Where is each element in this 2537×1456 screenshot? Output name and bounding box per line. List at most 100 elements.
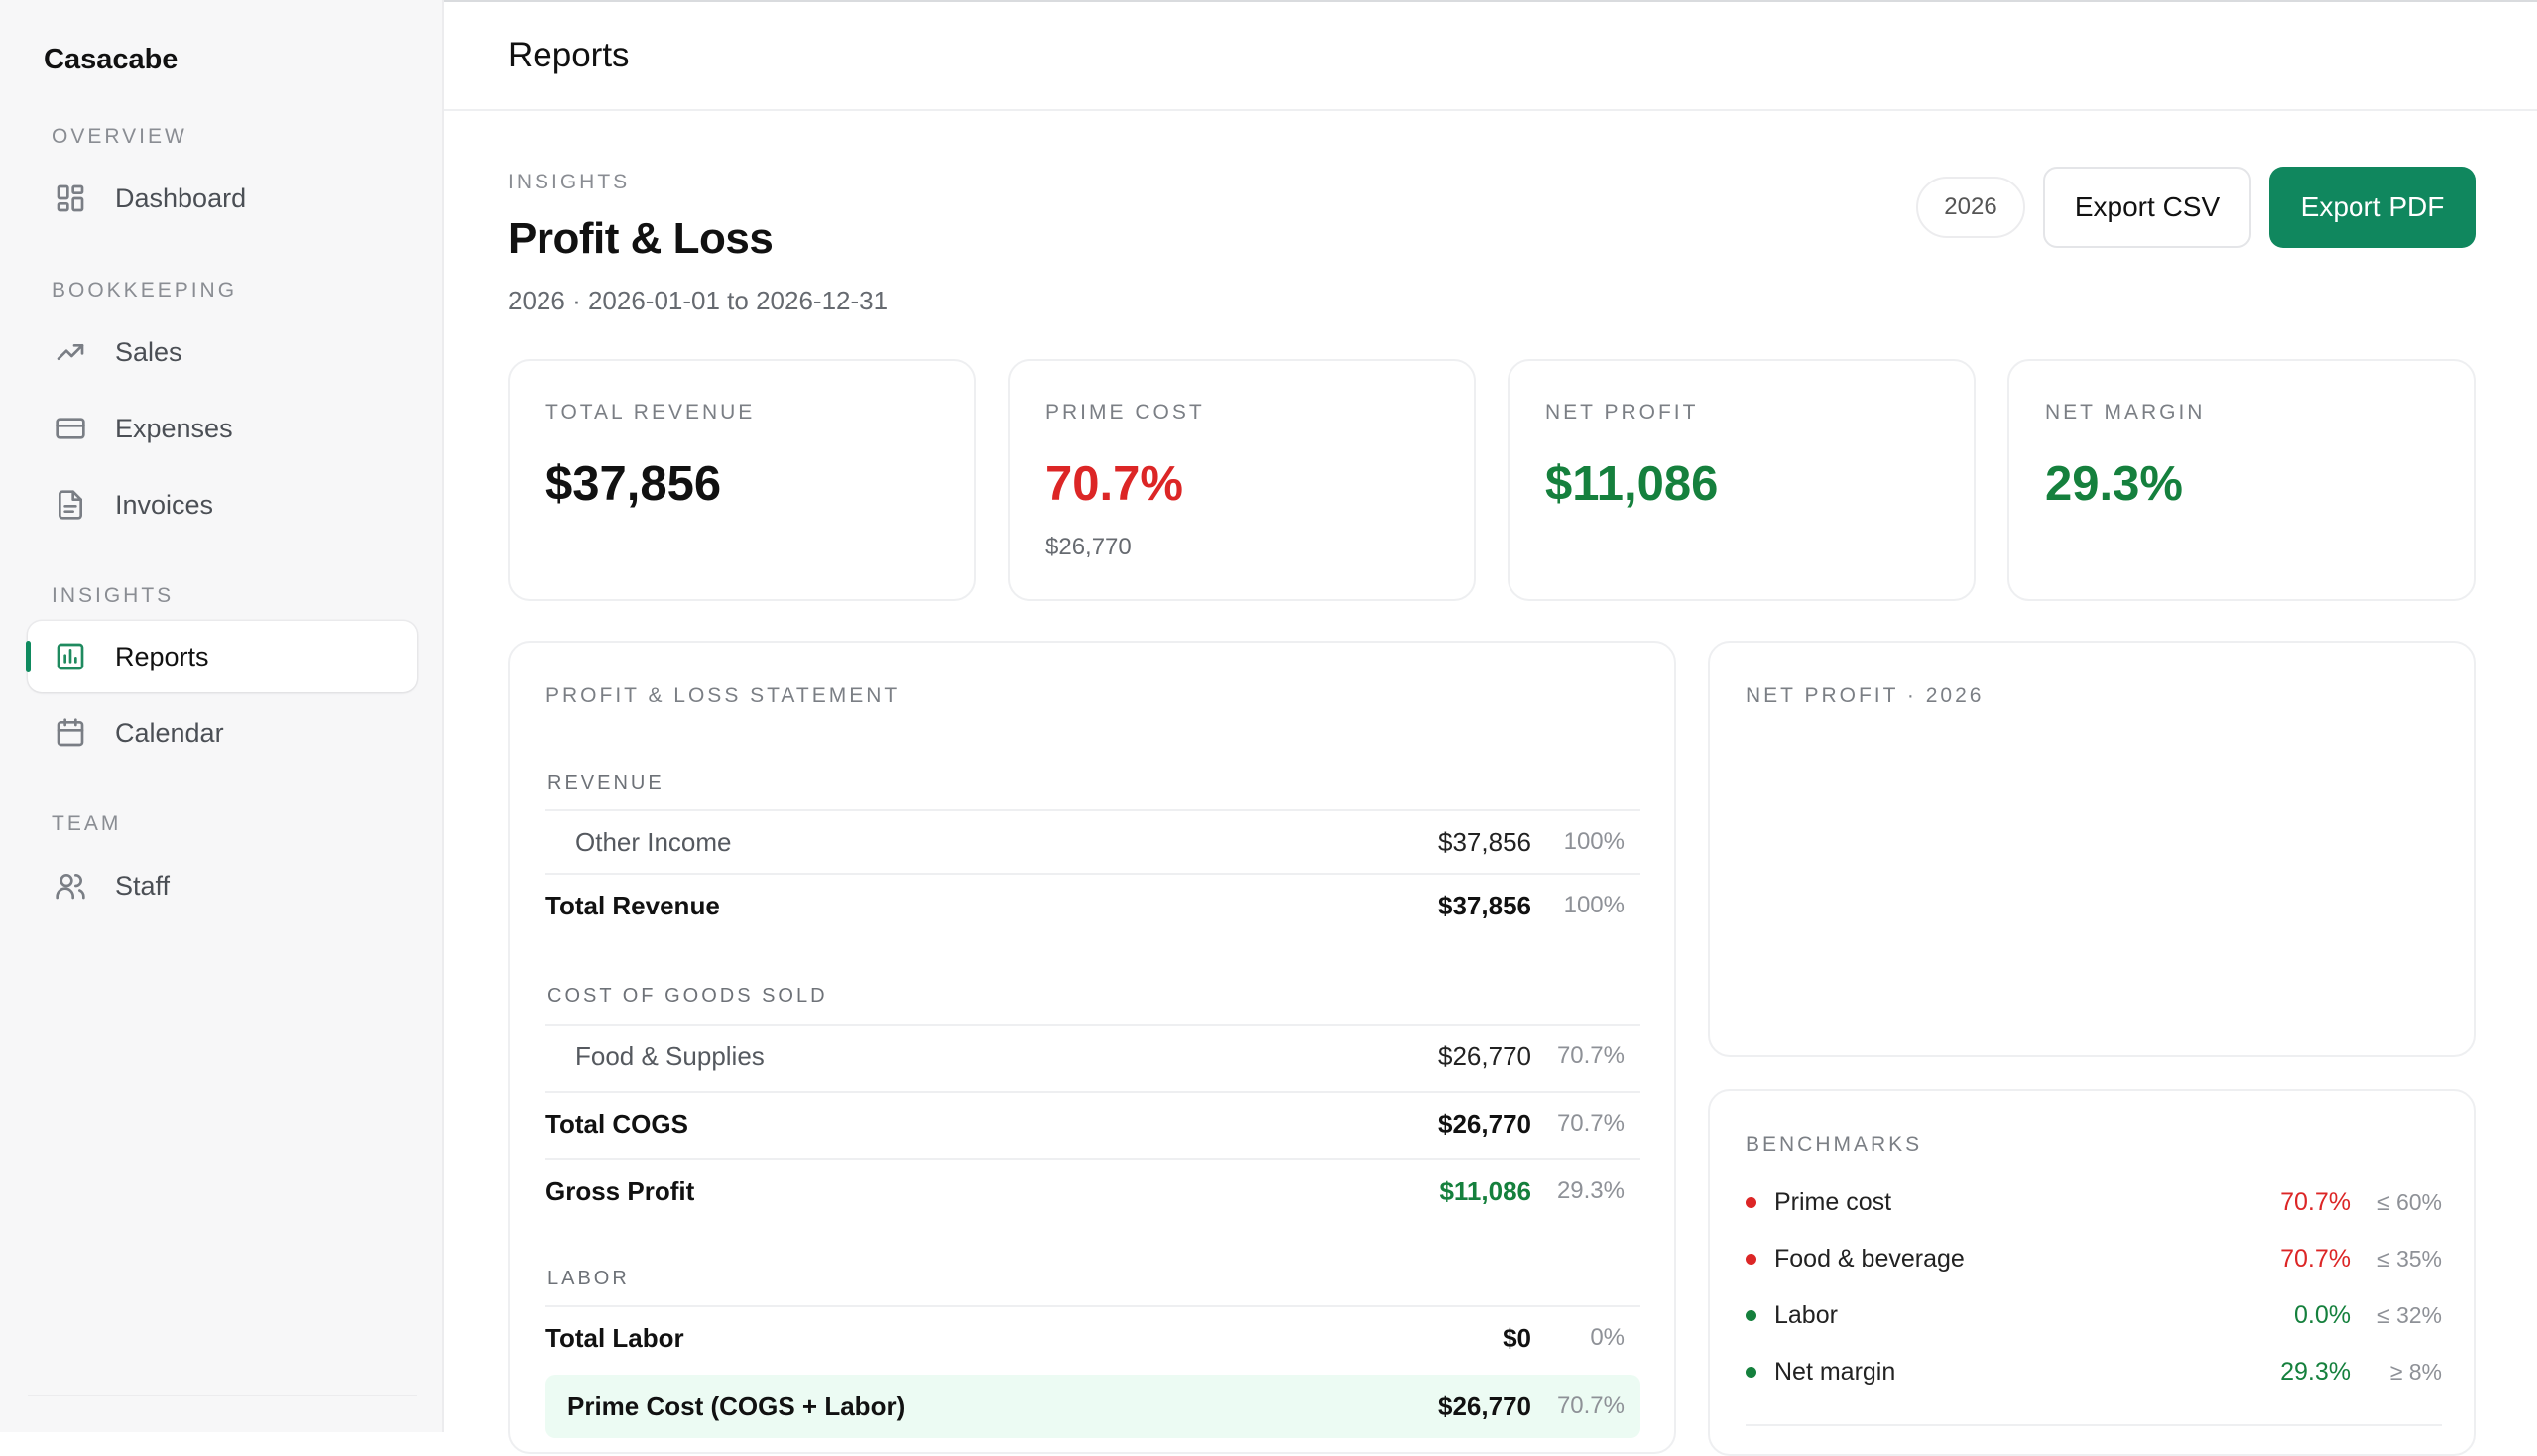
benchmark-name: Prime cost	[1774, 1187, 1892, 1216]
card-title: NET PROFIT · 2026	[1746, 684, 1985, 707]
kpi-card-net-profit: NET PROFIT $11,086	[1508, 359, 1976, 601]
section-label-team: TEAM	[52, 812, 122, 835]
card-title: BENCHMARKS	[1746, 1133, 1923, 1155]
row-label: Food & Supplies	[575, 1040, 765, 1071]
kpi-value: $37,856	[545, 457, 722, 511]
table-row: Total Revenue $37,856 100%	[545, 873, 1640, 936]
benchmark-name: Net margin	[1774, 1357, 1896, 1386]
benchmark-row: Food & beverage 70.7% ≤ 35%	[1746, 1239, 2442, 1278]
row-amount: $11,086	[1439, 1175, 1531, 1206]
kpi-subvalue: $26,770	[1045, 534, 1132, 560]
sidebar-divider	[28, 1395, 417, 1396]
kpi-label: PRIME COST	[1045, 401, 1205, 424]
top-header: Reports	[444, 0, 2537, 111]
row-label: Total COGS	[545, 1108, 688, 1139]
sidebar-item-label: Dashboard	[115, 182, 247, 213]
row-amount: $37,856	[1438, 826, 1531, 857]
table-row: Food & Supplies $26,770 70.7%	[545, 1024, 1640, 1087]
trending-icon	[54, 335, 87, 369]
sidebar-item-dashboard[interactable]: Dashboard	[28, 163, 417, 234]
row-percent: 70.7%	[1556, 1110, 1625, 1137]
sidebar-item-staff[interactable]: Staff	[28, 850, 417, 921]
table-row: Total Labor $0 0%	[545, 1305, 1640, 1369]
sidebar-item-reports[interactable]: Reports	[26, 621, 417, 692]
benchmark-row: Labor 0.0% ≤ 32%	[1746, 1295, 2442, 1335]
group-label-revenue: REVENUE	[547, 772, 664, 793]
row-amount: $37,856	[1438, 890, 1531, 920]
benchmark-name: Food & beverage	[1774, 1244, 1965, 1273]
document-icon	[54, 488, 87, 522]
sidebar-item-expenses[interactable]: Expenses	[28, 393, 417, 464]
page-eyebrow: INSIGHTS	[508, 171, 631, 193]
row-percent: 70.7%	[1556, 1393, 1625, 1419]
header-title: Reports	[508, 36, 630, 74]
section-label-overview: OVERVIEW	[52, 125, 187, 148]
page-subtitle: 2026 · 2026-01-01 to 2026-12-31	[508, 286, 889, 315]
window-top-border	[0, 0, 2537, 2]
benchmarks-card: BENCHMARKS Prime cost 70.7% ≤ 60% Food &…	[1708, 1089, 2476, 1456]
benchmark-target: ≤ 32%	[2376, 1301, 2442, 1328]
bar-chart-icon	[54, 640, 87, 673]
brand-name[interactable]: Casacabe	[44, 44, 179, 75]
sidebar-item-label: Sales	[115, 336, 182, 367]
kpi-value: 29.3%	[2045, 457, 2183, 511]
kpi-value: 70.7%	[1045, 457, 1183, 511]
row-label: Total Labor	[545, 1322, 684, 1353]
row-percent: 100%	[1563, 828, 1625, 855]
kpi-card-net-margin: NET MARGIN 29.3%	[2007, 359, 2476, 601]
divider	[1746, 1424, 2442, 1426]
table-row: Other Income $37,856 100%	[545, 809, 1640, 873]
benchmark-target: ≥ 8%	[2389, 1358, 2442, 1385]
row-amount: $0	[1503, 1322, 1531, 1353]
status-dot-icon	[1746, 1309, 1756, 1321]
kpi-card-prime-cost: PRIME COST 70.7% $26,770	[1008, 359, 1476, 601]
sidebar-item-label: Staff	[115, 870, 171, 901]
users-icon	[54, 869, 87, 903]
year-selector[interactable]: 2026	[1916, 177, 2025, 238]
group-label-labor: LABOR	[547, 1268, 630, 1289]
row-label: Gross Profit	[545, 1175, 695, 1206]
row-label: Other Income	[575, 826, 732, 857]
row-amount: $26,770	[1438, 1108, 1531, 1139]
benchmark-row: Prime cost 70.7% ≤ 60%	[1746, 1182, 2442, 1222]
kpi-label: NET MARGIN	[2045, 401, 2206, 424]
net-profit-chart-card: NET PROFIT · 2026	[1708, 641, 2476, 1057]
export-csv-button[interactable]: Export CSV	[2043, 167, 2251, 248]
benchmark-name: Labor	[1774, 1300, 1838, 1329]
row-label: Prime Cost (COGS + Labor)	[567, 1391, 906, 1421]
row-percent: 0%	[1590, 1324, 1625, 1351]
sidebar-item-label: Reports	[115, 641, 209, 671]
sidebar-item-label: Invoices	[115, 489, 214, 520]
kpi-label: NET PROFIT	[1545, 401, 1699, 424]
sidebar-item-invoices[interactable]: Invoices	[28, 469, 417, 541]
sidebar-item-label: Calendar	[115, 717, 224, 748]
benchmark-target: ≤ 35%	[2376, 1245, 2442, 1272]
row-percent: 100%	[1563, 892, 1625, 918]
grid-icon	[54, 182, 87, 215]
kpi-label: TOTAL REVENUE	[545, 401, 756, 424]
sidebar-item-sales[interactable]: Sales	[28, 316, 417, 388]
table-row: Total COGS $26,770 70.7%	[545, 1091, 1640, 1154]
card-title: PROFIT & LOSS STATEMENT	[545, 684, 901, 707]
benchmark-target: ≤ 60%	[2376, 1188, 2442, 1215]
export-pdf-button[interactable]: Export PDF	[2269, 167, 2476, 248]
calendar-icon	[54, 716, 87, 750]
row-amount: $26,770	[1438, 1391, 1531, 1421]
benchmark-value: 0.0%	[2294, 1300, 2351, 1329]
benchmark-value: 29.3%	[2280, 1357, 2351, 1386]
sidebar-item-label: Expenses	[115, 413, 233, 443]
status-dot-icon	[1746, 1196, 1756, 1208]
row-label: Total Revenue	[545, 890, 720, 920]
status-dot-icon	[1746, 1366, 1756, 1378]
table-row: Gross Profit $11,086 29.3%	[545, 1158, 1640, 1222]
benchmark-value: 70.7%	[2280, 1187, 2351, 1216]
sidebar-item-calendar[interactable]: Calendar	[28, 697, 417, 769]
section-label-bookkeeping: BOOKKEEPING	[52, 279, 238, 302]
row-percent: 70.7%	[1556, 1042, 1625, 1069]
benchmark-row: Net margin 29.3% ≥ 8%	[1746, 1352, 2442, 1392]
pl-statement-card: PROFIT & LOSS STATEMENT REVENUE Other In…	[508, 641, 1676, 1454]
kpi-card-total-revenue: TOTAL REVENUE $37,856	[508, 359, 976, 601]
card-icon	[54, 412, 87, 445]
benchmark-value: 70.7%	[2280, 1244, 2351, 1273]
status-dot-icon	[1746, 1253, 1756, 1265]
